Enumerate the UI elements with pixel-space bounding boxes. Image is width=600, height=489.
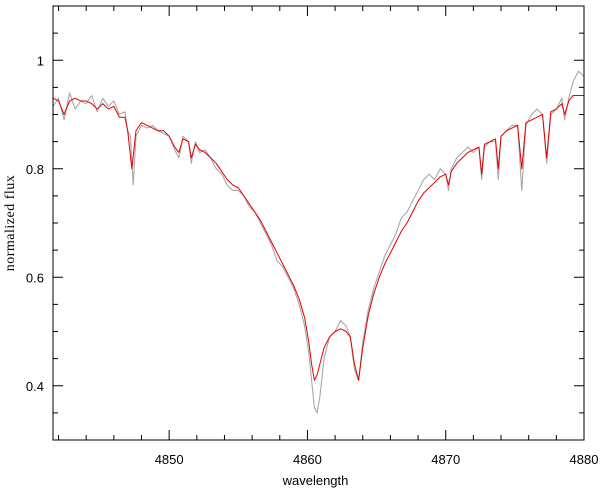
series-layer (53, 70, 584, 414)
axis-ticks (53, 5, 585, 441)
y-tick-label: 0.4 (26, 379, 44, 394)
y-axis-title: normalized flux (3, 175, 18, 272)
tick-labels: 4850 4860 4870 4880 0.4 0.6 0.8 1 (26, 53, 599, 467)
x-axis-title: wavelength (282, 473, 349, 488)
y-tick-label: 0.8 (26, 162, 44, 177)
x-tick-label: 4870 (431, 452, 460, 467)
series-line-2 (53, 95, 584, 381)
x-tick-label: 4880 (570, 452, 599, 467)
plot-frame (52, 5, 585, 441)
y-tick-label: 0.6 (26, 270, 44, 285)
series-line-1 (53, 70, 584, 414)
x-tick-label: 4850 (155, 452, 184, 467)
y-tick-label: 1 (37, 53, 44, 68)
x-tick-label: 4860 (293, 452, 322, 467)
